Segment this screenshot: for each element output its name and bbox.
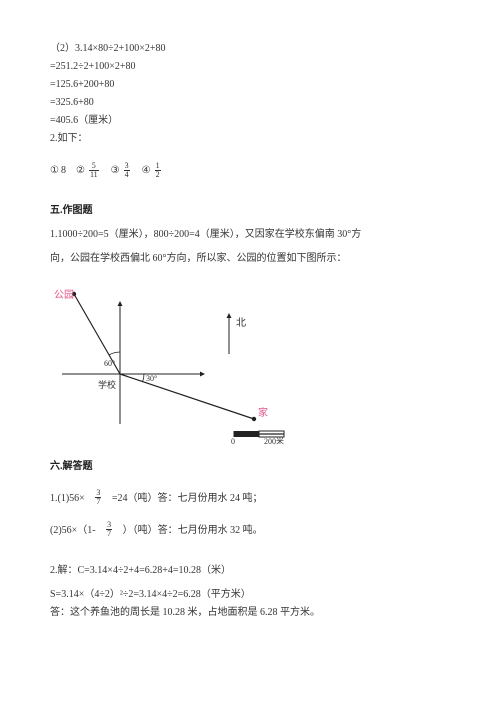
mc-4-num: 1: [155, 162, 161, 170]
mc-4-label: ④: [142, 162, 151, 180]
page: （2）3.14×80÷2+100×2+80 =251.2÷2+100×2+80 …: [0, 0, 500, 707]
scale-fill: [234, 431, 259, 437]
q1b: (2)56×（1- 3 7 ）（吨）答：七月份用水 32 吨。: [50, 522, 450, 540]
arc-60: [109, 352, 120, 355]
label-60: 60°: [104, 359, 115, 368]
q2b: S=3.14×（4÷2）²÷2=3.14×4÷2=6.28（平方米）: [50, 586, 450, 604]
diagram-svg: 60° 30° 学校 公园 家 北 0 200米: [54, 274, 314, 444]
mc-2-den: 11: [89, 170, 99, 179]
calc2-l4: =325.6+80: [50, 94, 450, 112]
q1a-den: 7: [95, 497, 101, 506]
scale-0: 0: [231, 437, 235, 444]
q1b-num: 3: [106, 521, 112, 529]
mc-4-den: 2: [155, 170, 161, 179]
q1b-post: ）（吨）答：七月份用水 32 吨。: [123, 525, 263, 536]
mc-3-den: 4: [124, 170, 130, 179]
label-park: 公园: [54, 289, 74, 301]
q1a-post: =24（吨）答：七月份用水 24 吨；: [112, 493, 263, 504]
sec5-heading: 五.作图题: [50, 202, 450, 220]
label-north: 北: [236, 317, 246, 329]
scale-200: 200米: [264, 436, 284, 444]
q1a-pre: 1.(1)56×: [50, 493, 85, 504]
mc-4: ④ 1 2: [142, 162, 163, 180]
sec5-p1a: 1.1000÷200=5（厘米），800÷200=4（厘米），又因家在学校东偏南…: [50, 226, 450, 244]
mc-4-frac: 1 2: [155, 162, 161, 179]
calc2-l5: =405.6（厘米）: [50, 112, 450, 130]
calc2-l3: =125.6+200+80: [50, 76, 450, 94]
q2a: 2.解：C=3.14×4÷2+4=6.28+4=10.28（米）: [50, 562, 450, 580]
home-ray: [120, 374, 254, 419]
label-home: 家: [258, 406, 268, 419]
q2c: 答：这个养鱼池的周长是 10.28 米，占地面积是 6.28 平方米。: [50, 604, 450, 622]
mc-1-label: ①: [50, 162, 59, 180]
mc-2-frac: 5 11: [89, 162, 99, 179]
calc2-l2: =251.2÷2+100×2+80: [50, 58, 450, 76]
q1b-pre: (2)56×（1-: [50, 525, 96, 536]
q1b-frac: 3 7: [106, 521, 112, 538]
mc-3: ③ 3 4: [111, 162, 132, 180]
mc-row: ① 8 ② 5 11 ③ 3 4 ④ 1 2: [50, 162, 450, 180]
diagram: 60° 30° 学校 公园 家 北 0 200米: [54, 274, 314, 444]
home-dot: [252, 417, 256, 421]
sec5-p1b: 向，公园在学校西偏北 60°方向，所以家、公园的位置如下图所示：: [50, 250, 450, 268]
calc2-l1: （2）3.14×80÷2+100×2+80: [50, 40, 450, 58]
mc-1: ① 8: [50, 162, 66, 180]
label-30: 30°: [146, 374, 157, 383]
mc-2-num: 5: [89, 162, 99, 170]
mc-2-label: ②: [76, 162, 85, 180]
mc-2: ② 5 11: [76, 162, 101, 180]
mc-3-num: 3: [124, 162, 130, 170]
mc-3-label: ③: [111, 162, 120, 180]
q1a: 1.(1)56× 3 7 =24（吨）答：七月份用水 24 吨；: [50, 490, 450, 508]
item2-intro: 2.如下：: [50, 130, 450, 148]
arc-30: [143, 374, 145, 382]
q1a-num: 3: [95, 489, 101, 497]
sec6-heading: 六.解答题: [50, 458, 450, 476]
mc-1-val: 8: [61, 162, 66, 180]
mc-3-frac: 3 4: [124, 162, 130, 179]
q1b-den: 7: [106, 529, 112, 538]
q1a-frac: 3 7: [95, 489, 101, 506]
label-school: 学校: [98, 379, 116, 390]
